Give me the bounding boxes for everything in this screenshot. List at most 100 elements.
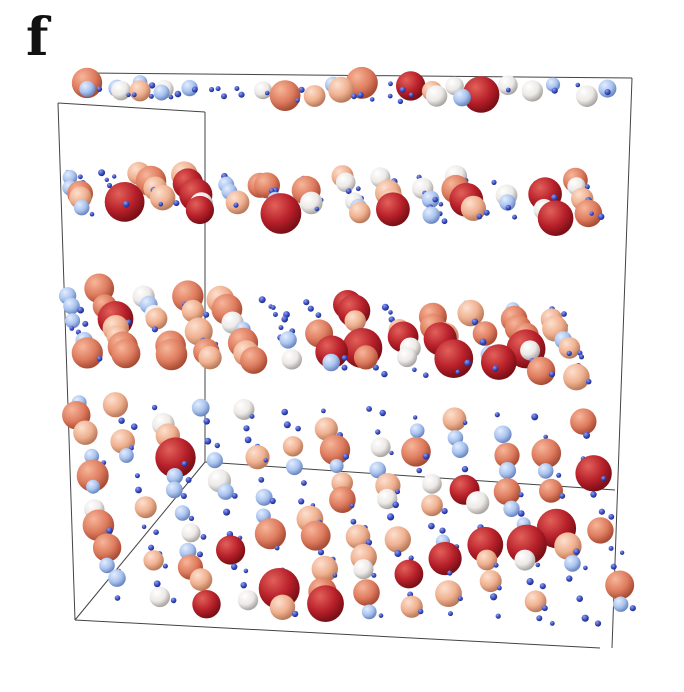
small-site <box>274 545 280 551</box>
small-site <box>298 498 305 505</box>
small-site <box>589 211 594 216</box>
small-site <box>457 596 463 602</box>
site-salmon <box>269 80 301 111</box>
small-site <box>395 489 400 495</box>
small-site <box>264 90 270 96</box>
small-site <box>438 201 444 207</box>
small-site <box>495 613 501 619</box>
box-edge <box>57 102 76 621</box>
small-site <box>314 206 320 212</box>
site-peach <box>311 555 338 583</box>
small-site <box>583 431 591 439</box>
site-salmon <box>329 486 356 513</box>
small-site <box>584 184 590 190</box>
site-salmon <box>155 338 188 371</box>
site-salmon <box>71 337 103 369</box>
site-peach <box>181 299 205 323</box>
site-light-blue <box>499 194 516 211</box>
small-site <box>82 320 89 327</box>
small-site <box>174 90 182 98</box>
site-dark-red <box>428 541 462 576</box>
small-site <box>243 568 249 574</box>
small-site <box>608 545 614 551</box>
site-peach <box>421 494 443 517</box>
site-white <box>233 398 255 420</box>
small-site <box>397 98 404 105</box>
box-edge <box>611 77 633 649</box>
site-peach <box>225 190 250 215</box>
small-site <box>388 81 393 87</box>
small-site <box>494 412 500 418</box>
site-peach <box>73 420 98 445</box>
small-site <box>604 89 611 96</box>
small-site <box>244 436 252 444</box>
site-peach <box>303 85 326 107</box>
small-site <box>365 539 373 546</box>
small-site <box>601 476 607 482</box>
site-dark-red <box>434 339 474 378</box>
site-dark-red <box>192 590 221 619</box>
site-white <box>520 340 541 361</box>
small-site <box>512 214 518 220</box>
site-white <box>425 85 448 107</box>
small-site <box>131 92 137 98</box>
site-peach <box>328 76 355 103</box>
small-site <box>455 369 461 375</box>
small-site <box>447 570 453 576</box>
site-white <box>181 523 201 543</box>
small-site <box>492 365 499 372</box>
small-site <box>610 563 617 570</box>
site-peach <box>524 590 547 613</box>
site-white <box>497 75 518 95</box>
small-site <box>203 418 210 425</box>
small-site <box>375 429 381 435</box>
site-salmon <box>539 478 563 503</box>
small-site <box>188 515 195 522</box>
small-site <box>341 355 348 361</box>
small-site <box>366 406 372 412</box>
site-light-blue <box>564 555 581 572</box>
site-salmon <box>531 438 562 469</box>
small-site <box>200 534 207 540</box>
small-site <box>106 527 113 534</box>
small-site <box>381 303 389 311</box>
site-dark-red <box>537 200 574 236</box>
site-light-blue <box>217 483 234 500</box>
site-light-blue <box>503 500 520 517</box>
site-light-blue <box>166 468 183 485</box>
site-salmon <box>353 579 380 606</box>
small-site <box>566 350 572 357</box>
small-site <box>77 306 84 314</box>
site-salmon <box>526 356 556 386</box>
small-site <box>78 174 83 180</box>
site-peach <box>314 417 338 441</box>
site-dark-red <box>481 344 517 380</box>
site-white <box>521 80 543 102</box>
small-site <box>423 372 429 379</box>
site-dark-red <box>394 559 424 589</box>
small-site <box>629 605 636 612</box>
site-salmon <box>353 345 379 370</box>
small-site <box>598 508 606 515</box>
small-site <box>535 562 541 568</box>
small-site <box>387 513 395 521</box>
site-peach <box>384 526 411 553</box>
small-site <box>464 359 471 367</box>
small-site <box>295 98 300 103</box>
small-site <box>209 86 215 93</box>
small-site <box>448 611 453 617</box>
site-light-blue <box>422 206 440 224</box>
site-light-blue <box>598 79 617 98</box>
site-white <box>377 488 398 510</box>
small-site <box>491 179 497 185</box>
site-white <box>576 85 598 107</box>
small-site <box>479 338 487 346</box>
small-site <box>483 209 490 216</box>
small-site <box>392 501 400 509</box>
small-site <box>148 82 156 89</box>
box-edge <box>74 461 206 621</box>
small-site <box>317 549 325 556</box>
site-light-blue <box>369 461 387 479</box>
small-site <box>191 86 198 93</box>
site-dark-red <box>185 195 214 225</box>
